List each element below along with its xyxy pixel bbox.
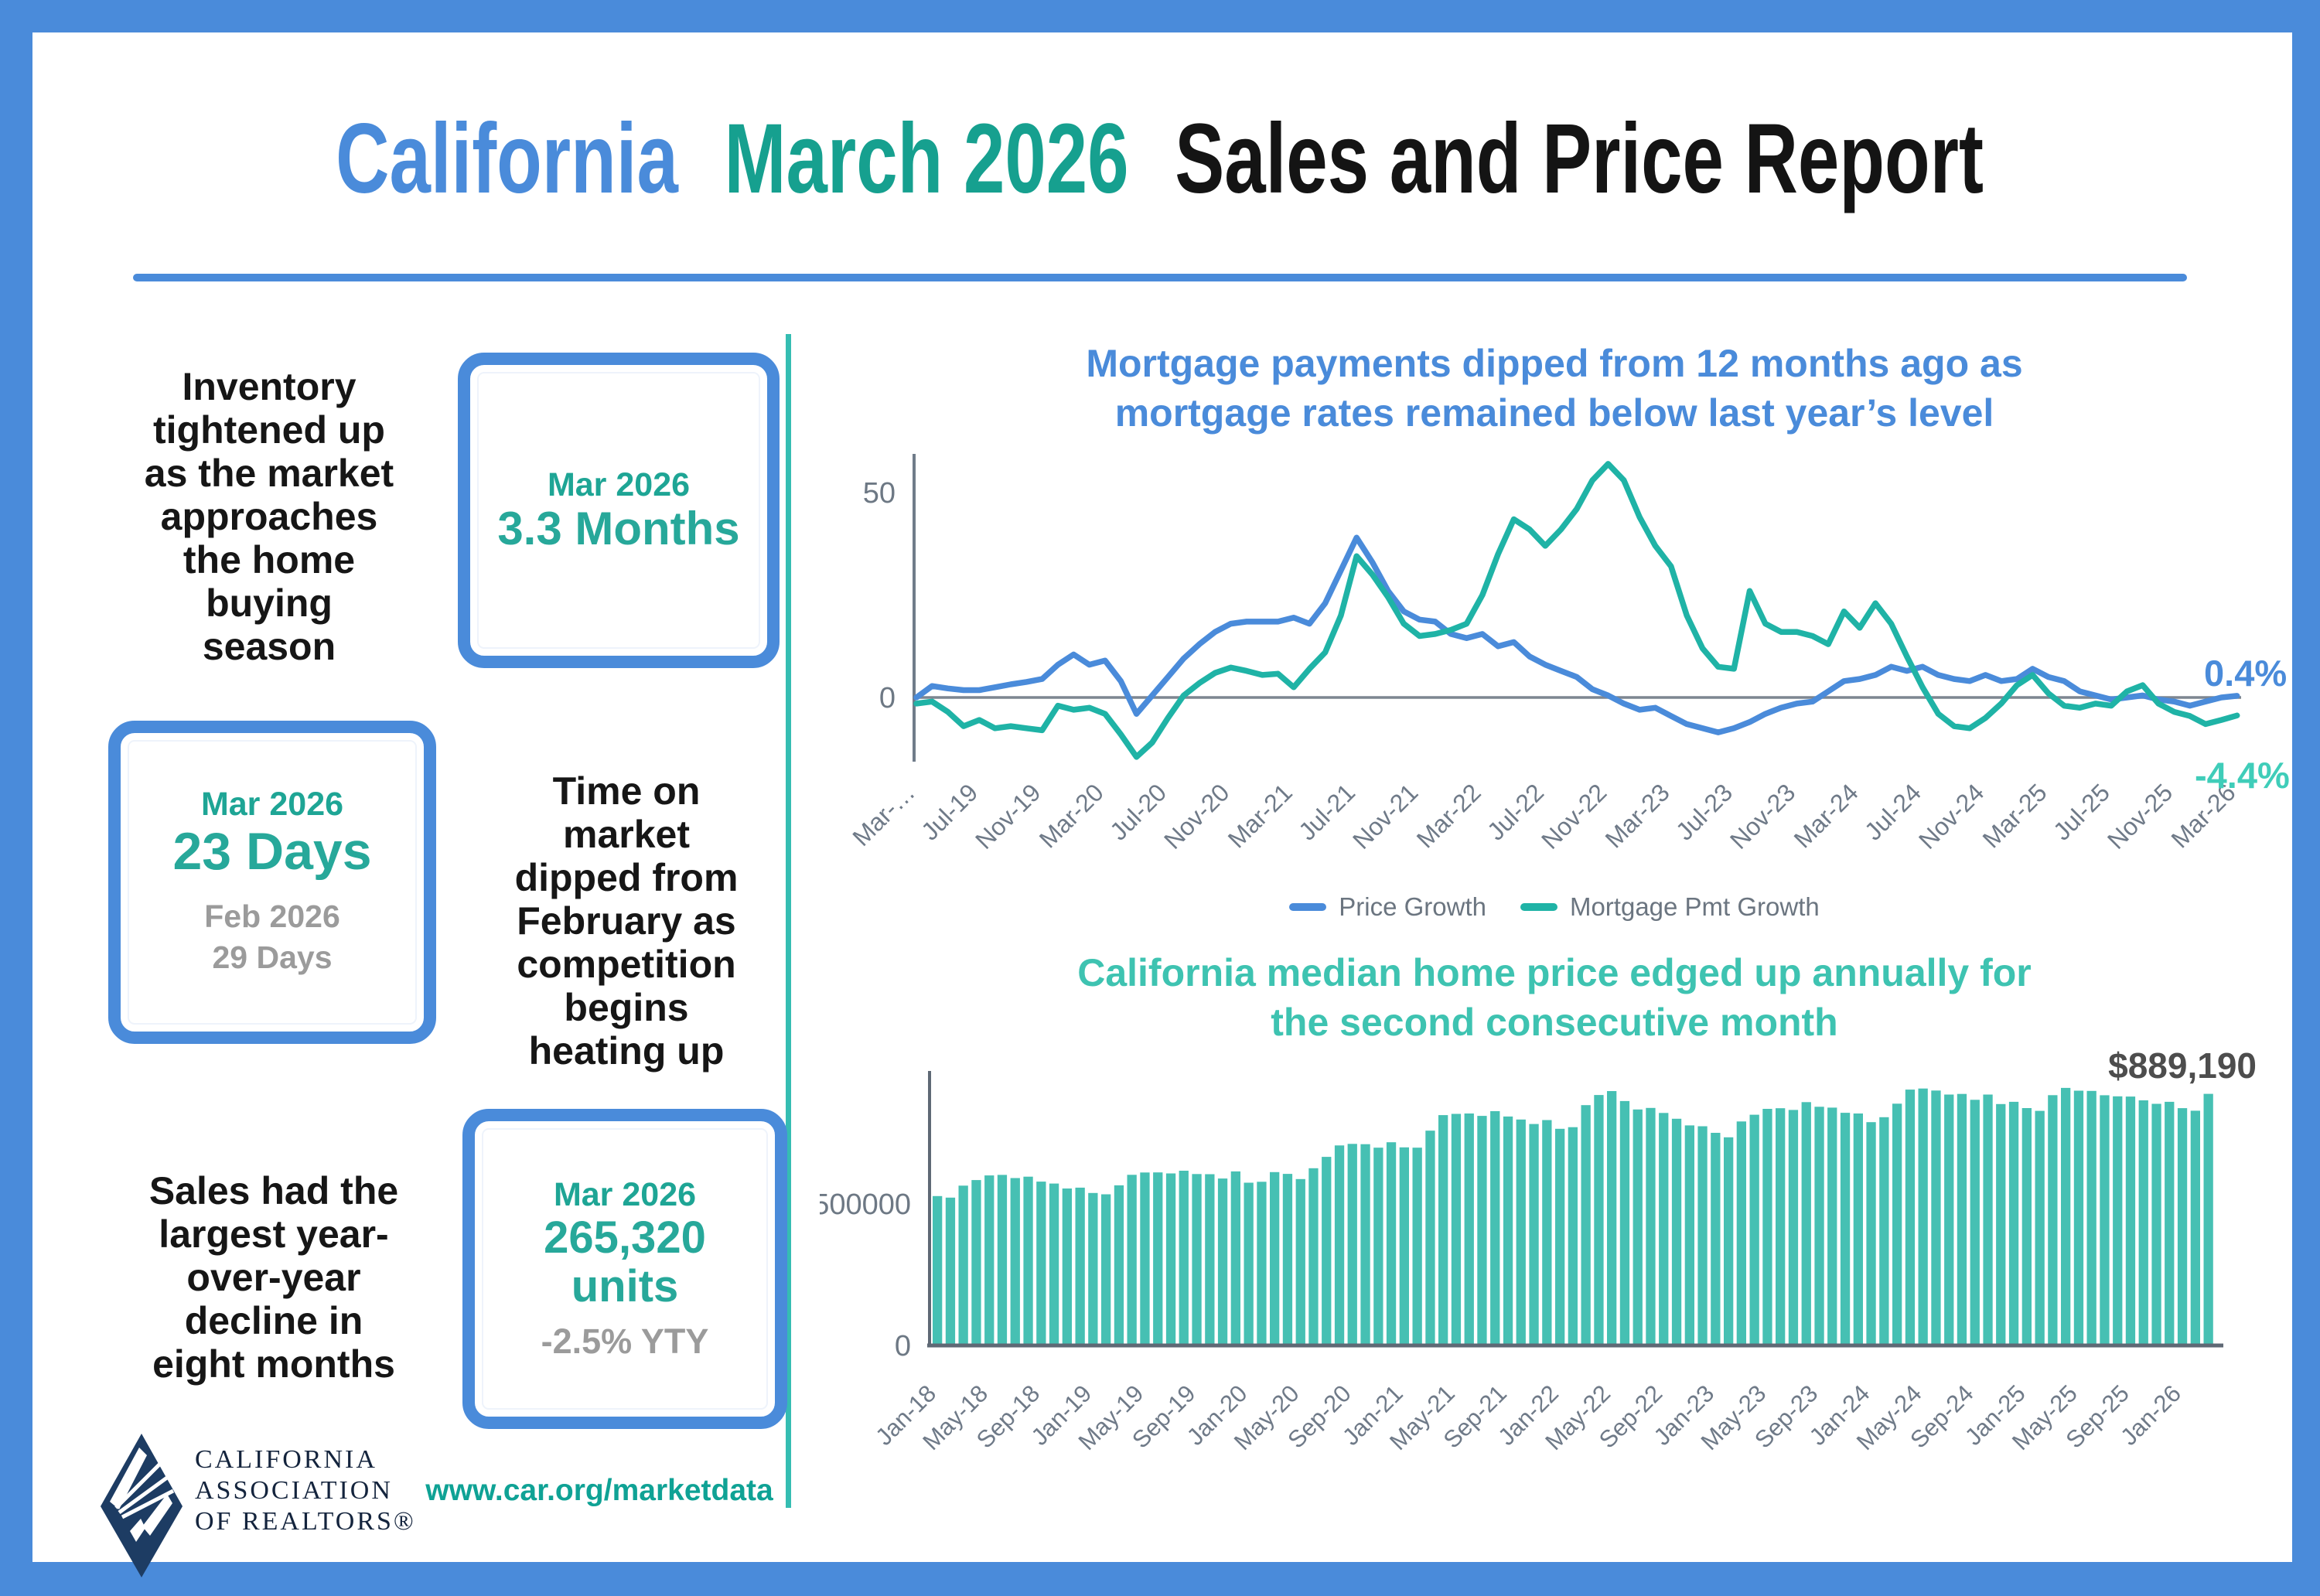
- mortgage-growth-end-label: -4.4%: [2195, 755, 2289, 796]
- line-chart-title-line1: Mortgage payments dipped from 12 months …: [1086, 342, 2023, 385]
- legend-label: Mortgage Pmt Growth: [1569, 892, 1820, 921]
- inventory-stat-box: Mar 2026 3.3 Months: [458, 353, 780, 668]
- bar-chart-title-line2: the second consecutive month: [1271, 1001, 1838, 1044]
- dom-previous: Feb 2026 29 Days: [204, 898, 340, 976]
- svg-text:0: 0: [879, 682, 896, 714]
- svg-text:0: 0: [895, 1330, 911, 1362]
- latest-median-price-label: $889,190: [2108, 1045, 2257, 1086]
- svg-text:500000: 500000: [820, 1188, 911, 1221]
- svg-text:Jan-26: Jan-26: [2115, 1379, 2186, 1451]
- svg-text:50: 50: [863, 477, 896, 510]
- legend-item-mortgage-pmt-growth: Mortgage Pmt Growth: [1520, 892, 1820, 922]
- title-word-month: March 2026: [725, 104, 1129, 214]
- svg-text:Nov-19: Nov-19: [970, 778, 1046, 854]
- price-growth-end-label: 0.4%: [2204, 653, 2287, 694]
- inventory-value: 3.3 Months: [497, 503, 740, 555]
- sales-statement: Sales had the largest year- over-year de…: [148, 1169, 399, 1386]
- legend-swatch-icon: [1520, 903, 1557, 911]
- inventory-statement: Inventory tightened up as the market app…: [144, 365, 394, 668]
- svg-text:Mar-…: Mar-…: [847, 778, 920, 851]
- svg-text:Nov-24: Nov-24: [1913, 778, 1989, 854]
- svg-text:Mar-25: Mar-25: [1977, 778, 2052, 853]
- legend-item-price-growth: Price Growth: [1289, 892, 1486, 922]
- svg-text:Mar-21: Mar-21: [1223, 778, 1298, 853]
- days-on-market-statement: Time on market dipped from February as c…: [514, 769, 739, 1073]
- header-rule: [133, 274, 2187, 281]
- car-logo-icon: [101, 1434, 183, 1577]
- sales-stat-box: Mar 2026 265,320 units -2.5% YTY: [462, 1109, 787, 1429]
- dom-value: 23 Days: [172, 822, 372, 882]
- line-chart-legend: Price Growth Mortgage Pmt Growth: [820, 892, 2289, 922]
- sales-value: 265,320 units: [544, 1212, 706, 1311]
- vertical-divider: [786, 334, 791, 1508]
- svg-text:Nov-20: Nov-20: [1158, 778, 1234, 854]
- legend-label: Price Growth: [1339, 892, 1486, 921]
- website-link[interactable]: www.car.org/marketdata: [425, 1474, 773, 1507]
- bar-chart-title-line1: California median home price edged up an…: [1077, 951, 2032, 994]
- line-chart-title-line2: mortgage rates remained below last year’…: [1114, 391, 1994, 435]
- svg-text:Mar-22: Mar-22: [1411, 778, 1486, 853]
- logo-line-2: ASSOCIATION: [195, 1476, 393, 1506]
- svg-text:Mar-24: Mar-24: [1789, 778, 1864, 853]
- title-word-report: Sales and Price Report: [1175, 104, 1984, 214]
- mortgage-growth-line-chart: 500Mar-…Jul-19Nov-19Mar-20Jul-20Nov-20Ma…: [847, 454, 2289, 854]
- svg-text:Mar-23: Mar-23: [1600, 778, 1675, 853]
- days-on-market-stat-box: Mar 2026 23 Days Feb 2026 29 Days: [108, 721, 436, 1044]
- bar-chart-title: California median home price edged up an…: [820, 948, 2289, 1047]
- logo-line-1: CALIFORNIA: [195, 1445, 377, 1474]
- title-word-california: California: [336, 104, 679, 214]
- dom-period: Mar 2026: [200, 786, 344, 824]
- median-price-bar-chart: 5000000Jan-18May-18Sep-18Jan-19May-19Sep…: [820, 1045, 2257, 1455]
- line-chart-title: Mortgage payments dipped from 12 months …: [820, 339, 2289, 438]
- svg-text:Nov-22: Nov-22: [1536, 778, 1612, 854]
- legend-swatch-icon: [1289, 903, 1327, 911]
- svg-text:Nov-25: Nov-25: [2102, 778, 2178, 854]
- inventory-period: Mar 2026: [547, 466, 691, 504]
- car-logo-text: CALIFORNIA ASSOCIATION OF REALTORS®: [195, 1444, 416, 1537]
- svg-text:Nov-23: Nov-23: [1725, 778, 1800, 854]
- svg-text:Nov-21: Nov-21: [1347, 778, 1423, 854]
- page-title: California March 2026 Sales and Price Re…: [0, 110, 2320, 209]
- sales-yty: -2.5% YTY: [541, 1321, 709, 1362]
- logo-line-3: OF REALTORS®: [195, 1507, 416, 1536]
- svg-text:Mar-20: Mar-20: [1034, 778, 1109, 853]
- sales-period: Mar 2026: [553, 1175, 697, 1213]
